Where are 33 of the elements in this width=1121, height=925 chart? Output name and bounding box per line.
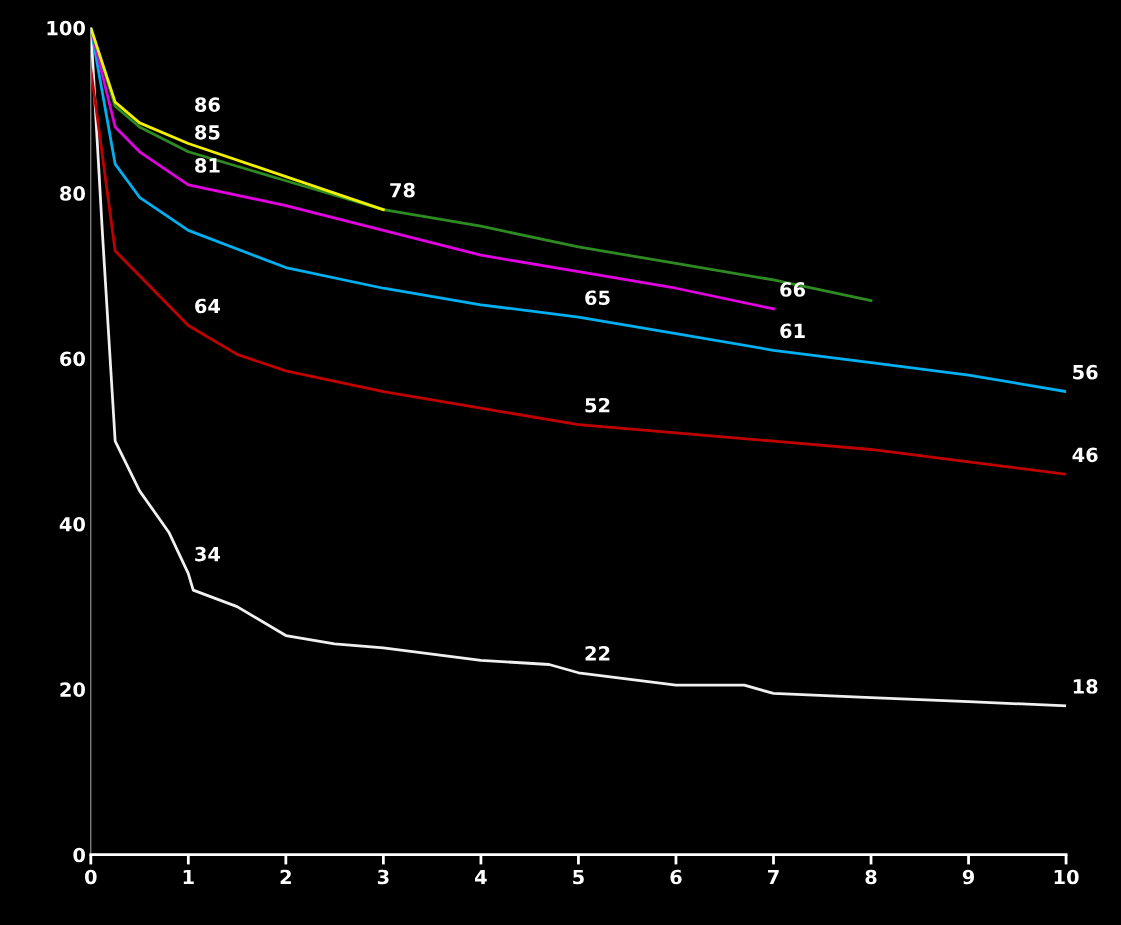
annotation: 86 bbox=[195, 97, 220, 112]
x-tick-label: 6 bbox=[670, 869, 682, 885]
y-tick-label: 60 bbox=[60, 351, 86, 367]
x-tick-label: 9 bbox=[962, 869, 975, 885]
annotation: 56 bbox=[1073, 364, 1098, 380]
annotation: 66 bbox=[780, 282, 806, 297]
x-tick-label: 3 bbox=[377, 869, 389, 885]
line-series bbox=[90, 27, 385, 212]
y-tick-label: 0 bbox=[73, 847, 86, 863]
x-tick-label: 0 bbox=[84, 869, 97, 885]
y-tick-label: 100 bbox=[47, 20, 86, 36]
annotation: 64 bbox=[195, 298, 221, 314]
line-series bbox=[90, 67, 1067, 476]
x-tick-label: 1 bbox=[183, 869, 194, 885]
annotation: 52 bbox=[585, 397, 610, 413]
annotation: 18 bbox=[1073, 679, 1098, 694]
x-tick-label: 7 bbox=[768, 869, 779, 885]
x-tick-label: 8 bbox=[865, 869, 877, 885]
y-tick-label: 40 bbox=[59, 516, 86, 532]
annotation: 85 bbox=[195, 124, 220, 140]
x-tick-label: 5 bbox=[573, 869, 584, 885]
annotation: 46 bbox=[1072, 447, 1098, 463]
annotation: 81 bbox=[195, 158, 220, 173]
annotation: 78 bbox=[390, 182, 415, 198]
annotation: 65 bbox=[585, 290, 610, 306]
y-tick-label: 80 bbox=[60, 186, 86, 201]
annotation: 22 bbox=[585, 645, 610, 661]
x-tick-label: 10 bbox=[1054, 869, 1079, 885]
y-tick-label: 20 bbox=[60, 682, 86, 697]
annotation: 34 bbox=[195, 546, 221, 562]
x-tick-label: 2 bbox=[280, 869, 291, 885]
x-tick-label: 4 bbox=[475, 869, 487, 885]
annotation: 61 bbox=[780, 323, 805, 339]
